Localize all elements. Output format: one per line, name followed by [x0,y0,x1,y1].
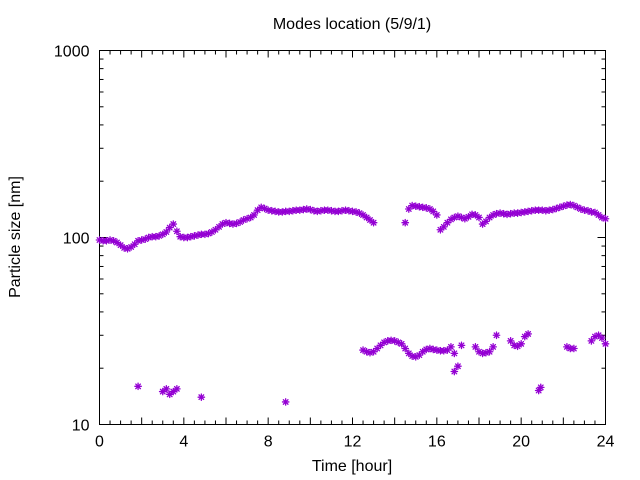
data-point [197,393,206,402]
data-point [134,236,142,245]
data-point [489,343,497,351]
data-point [169,220,178,228]
x-tick-labels: 0 4 8 12 16 20 24 [95,434,614,451]
data-point [246,213,255,222]
data-point [450,367,459,376]
data-point [450,349,459,358]
data-point [517,339,526,348]
data-point [250,211,258,219]
data-point [173,227,181,236]
data-point [482,217,490,226]
data-point [116,241,125,250]
x-tick-label: 4 [179,434,188,451]
plot-frame [99,50,606,425]
data-point [281,398,290,406]
y-tick-label: 1000 [54,44,90,61]
data-point [158,387,167,396]
data-point [601,214,610,223]
data-point [475,213,483,222]
data-point [432,211,441,219]
data-point [376,341,385,350]
data-point [162,228,171,236]
data-point [454,362,462,371]
y-tick-labels: 10 100 1000 [54,44,90,435]
y-tick-label: 100 [63,231,90,248]
data-point [134,382,142,391]
x-tick-label: 20 [512,434,530,451]
data-point [401,344,410,353]
data-point [598,334,606,342]
data-point [601,339,610,348]
data-point [492,331,501,340]
data-point [536,383,545,392]
data-point [471,343,480,351]
data-point [506,337,515,345]
data-points [95,200,610,406]
axis-ticks [99,50,606,425]
data-point [137,236,146,244]
data-point [366,216,374,224]
data-point [471,211,480,219]
x-tick-label: 24 [597,434,615,451]
data-point [570,344,578,353]
x-tick-label: 16 [428,434,446,451]
data-point [397,339,406,348]
data-point [162,385,171,393]
data-point [359,211,367,219]
data-point [169,387,178,396]
x-axis-label: Time [hour] [312,458,392,475]
data-point [426,205,434,213]
data-point [173,385,181,393]
data-point [176,232,185,241]
x-tick-label: 12 [344,434,362,451]
x-tick-label: 0 [95,434,104,451]
data-point [464,212,473,221]
data-point [373,344,382,353]
data-point [591,208,599,217]
data-point [429,345,438,354]
data-point [538,206,547,215]
data-point [457,341,466,350]
data-point [485,347,494,356]
data-point [524,330,532,338]
y-axis-label: Particle size [nm] [7,176,24,298]
chart-title: Modes location (5/9/1) [273,16,431,33]
data-point [211,225,220,234]
x-tick-label: 8 [264,434,273,451]
data-point [401,218,410,227]
data-point [369,218,378,227]
data-point [447,343,455,351]
y-tick-label: 10 [72,418,90,435]
